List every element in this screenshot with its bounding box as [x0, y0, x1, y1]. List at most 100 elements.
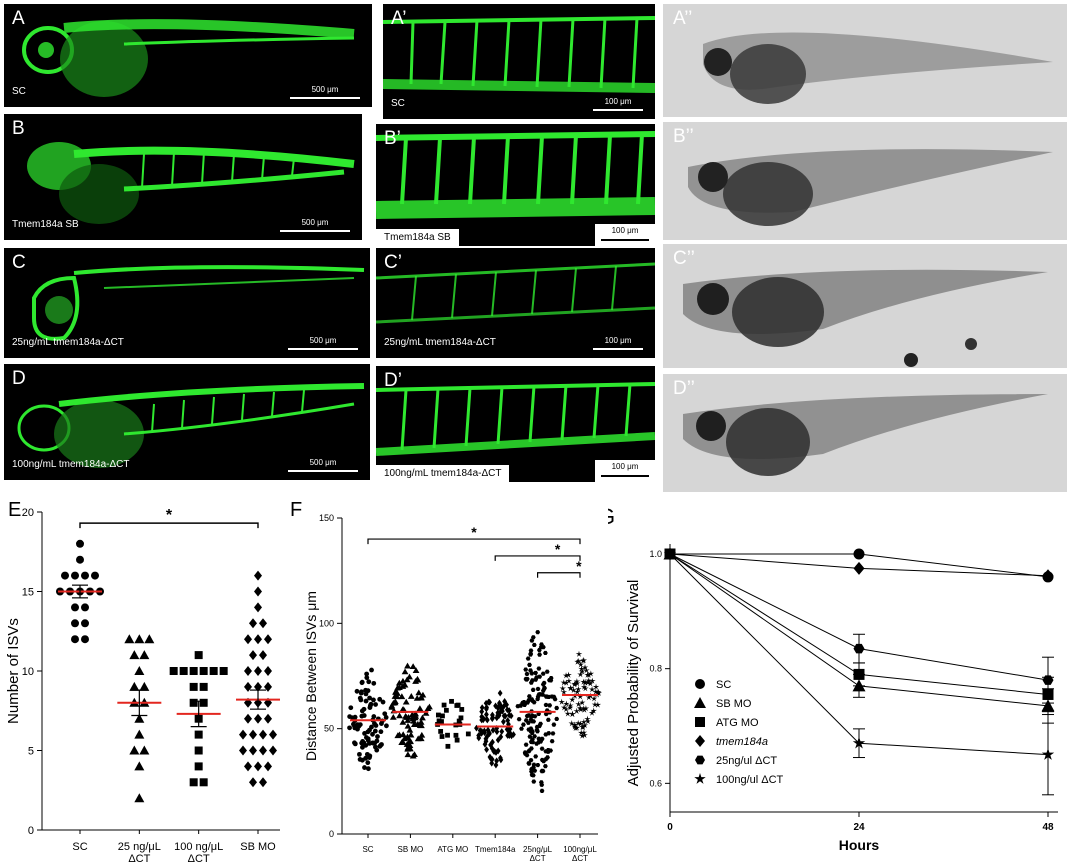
data-point	[853, 548, 865, 560]
panel-label: C’’	[673, 248, 695, 269]
data-point	[579, 723, 587, 731]
data-point	[529, 671, 535, 676]
data-point	[455, 702, 461, 708]
data-point	[570, 686, 577, 694]
data-point	[535, 762, 541, 768]
data-point	[543, 694, 549, 699]
data-point	[367, 727, 372, 733]
data-point	[543, 757, 549, 762]
data-point	[361, 713, 367, 718]
data-point	[398, 693, 406, 700]
data-point	[502, 698, 508, 705]
legend-label: tmem184a	[716, 736, 768, 748]
y-tick-label: 0.6	[649, 778, 662, 788]
data-point	[495, 747, 501, 755]
data-point	[573, 724, 581, 731]
scale-bar: 100 μm	[595, 460, 655, 482]
panel-label: C	[12, 252, 26, 273]
data-point	[406, 726, 414, 733]
data-point	[546, 731, 552, 736]
data-point	[418, 731, 426, 738]
data-point	[404, 662, 411, 669]
data-point	[264, 761, 272, 772]
data-point	[536, 666, 542, 671]
data-point	[543, 711, 549, 717]
row-caption: Tmem184a SB	[376, 229, 459, 246]
data-point	[249, 650, 257, 661]
data-point	[410, 717, 418, 724]
data-point	[511, 731, 516, 738]
legend-marker	[695, 735, 705, 747]
data-point	[562, 705, 570, 713]
data-point	[530, 773, 536, 778]
embryo-fluorescence-image	[27, 142, 355, 224]
y-tick-label: 20	[22, 507, 34, 519]
data-point	[580, 718, 588, 725]
data-point	[199, 667, 208, 675]
data-point	[525, 656, 531, 661]
data-point	[401, 735, 408, 742]
data-point	[179, 667, 188, 675]
data-point	[254, 602, 262, 613]
data-point	[501, 718, 506, 726]
data-point	[535, 729, 540, 734]
data-point	[489, 759, 495, 767]
data-point	[494, 728, 500, 736]
y-axis-label: Distance Between ISVs μm	[303, 591, 319, 761]
data-point	[391, 693, 399, 699]
data-point	[410, 721, 418, 727]
data-point	[577, 720, 584, 727]
data-point	[374, 747, 380, 753]
data-point	[524, 676, 530, 681]
data-point	[360, 744, 365, 750]
data-point	[530, 687, 536, 692]
data-point	[545, 717, 551, 722]
data-point	[569, 710, 576, 718]
data-point	[348, 705, 354, 711]
data-point	[239, 745, 247, 756]
data-point	[189, 778, 198, 787]
data-point	[489, 715, 495, 723]
panel-d1-zoom: D’ 100ng/mL tmem184a-ΔCT 100 μm	[376, 366, 655, 482]
data-point	[81, 635, 89, 644]
data-point	[562, 672, 570, 679]
data-point	[244, 666, 252, 676]
data-point	[563, 679, 570, 686]
data-point	[527, 662, 532, 667]
data-point	[81, 619, 89, 628]
panel-a2-brightfield: A’’	[663, 4, 1067, 117]
panel-label: B’	[384, 128, 401, 149]
scale-bar: 500 μm	[288, 458, 358, 472]
x-tick-label: SB MO	[398, 845, 424, 854]
data-point	[495, 709, 501, 717]
legend-label: SB MO	[716, 698, 752, 710]
data-point	[560, 688, 568, 695]
y-tick-label: 10	[22, 666, 34, 678]
data-point	[523, 742, 529, 747]
data-point	[542, 685, 547, 691]
data-point	[524, 671, 530, 677]
data-point	[445, 743, 451, 749]
data-point	[587, 680, 594, 687]
data-point	[144, 634, 155, 644]
scale-bar: 500 μm	[280, 218, 350, 232]
data-point	[495, 736, 501, 744]
data-point	[497, 754, 503, 762]
row-caption: Tmem184a SB	[12, 219, 79, 230]
data-point	[407, 693, 415, 699]
data-point	[347, 725, 352, 731]
data-point	[536, 647, 542, 653]
data-point	[575, 685, 582, 693]
data-point	[395, 679, 403, 686]
data-point	[506, 707, 512, 714]
data-point	[373, 702, 378, 707]
data-point	[382, 711, 388, 717]
x-tick-label: SB MO	[240, 841, 276, 853]
data-point	[61, 571, 69, 580]
x-tick-label: 0	[667, 822, 673, 833]
scale-bar: 500 μm	[288, 336, 358, 350]
x-tick-label: 24	[853, 822, 865, 833]
data-point	[571, 721, 579, 728]
data-point	[359, 679, 365, 685]
data-point	[244, 634, 252, 645]
